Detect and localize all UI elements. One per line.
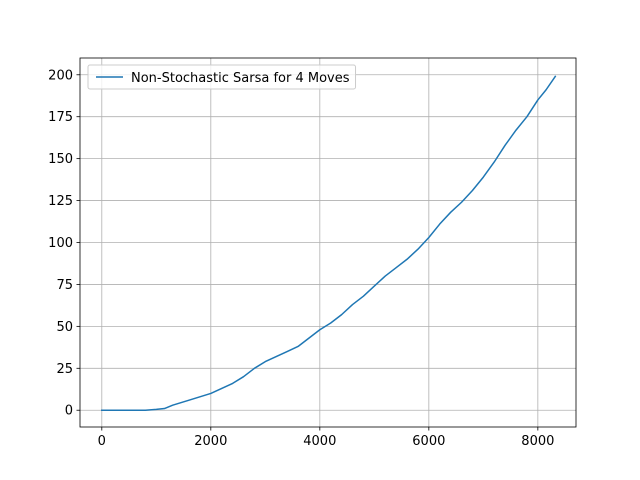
legend-label: Non-Stochastic Sarsa for 4 Moves <box>131 71 350 86</box>
series-layer <box>101 75 557 411</box>
y-tick-label: 175 <box>48 110 73 125</box>
axis-ticks: 0 2000 4000 6000 8000 0 25 50 75 100 125 150 175 200 <box>48 68 554 449</box>
legend-box <box>87 64 357 90</box>
grid <box>80 58 576 427</box>
y-tick-label: 75 <box>56 278 73 293</box>
y-tick-label: 25 <box>56 362 73 377</box>
x-tick-label: 4000 <box>303 434 336 449</box>
x-tick-label: 6000 <box>412 434 445 449</box>
x-tick-label: 2000 <box>194 434 227 449</box>
series-line <box>101 75 557 411</box>
y-tick-label: 100 <box>48 236 73 251</box>
y-tick-label: 0 <box>65 404 73 419</box>
y-tick-label: 125 <box>48 194 73 209</box>
y-tick-label: 50 <box>56 320 73 335</box>
x-tick-label: 0 <box>98 434 106 449</box>
x-tick-label: 8000 <box>521 434 554 449</box>
y-tick-label: 200 <box>48 68 73 83</box>
legend: Non-Stochastic Sarsa for 4 Moves <box>87 64 357 90</box>
y-tick-label: 150 <box>48 152 73 167</box>
